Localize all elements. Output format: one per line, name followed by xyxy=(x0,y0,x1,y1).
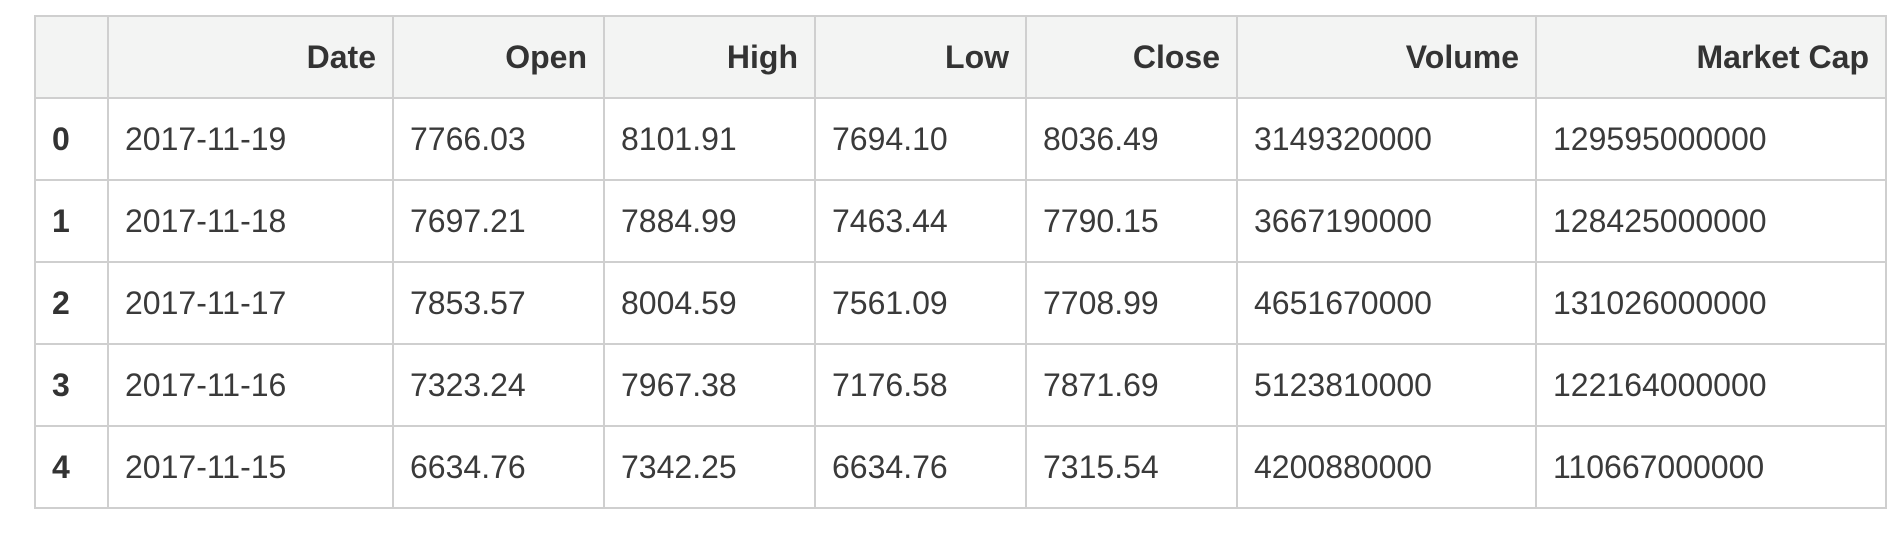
dataframe-table: Date Open High Low Close Volume Market C… xyxy=(34,15,1887,509)
table-row: 2 2017-11-17 7853.57 8004.59 7561.09 770… xyxy=(34,261,1887,345)
cell-volume: 4200880000 xyxy=(1236,425,1537,509)
cell-volume: 3667190000 xyxy=(1236,179,1537,263)
cell-low: 6634.76 xyxy=(814,425,1027,509)
cell-open: 7323.24 xyxy=(392,343,605,427)
cell-volume: 4651670000 xyxy=(1236,261,1537,345)
cell-high: 8004.59 xyxy=(603,261,816,345)
cell-volume: 5123810000 xyxy=(1236,343,1537,427)
cell-close: 7708.99 xyxy=(1025,261,1238,345)
table-row: 4 2017-11-15 6634.76 7342.25 6634.76 731… xyxy=(34,425,1887,509)
cell-high: 8101.91 xyxy=(603,97,816,181)
column-header-low: Low xyxy=(814,15,1027,99)
cell-date: 2017-11-17 xyxy=(107,261,394,345)
cell-low: 7176.58 xyxy=(814,343,1027,427)
cell-market-cap: 128425000000 xyxy=(1535,179,1887,263)
cell-date: 2017-11-15 xyxy=(107,425,394,509)
column-header-volume: Volume xyxy=(1236,15,1537,99)
cell-market-cap: 110667000000 xyxy=(1535,425,1887,509)
cell-open: 6634.76 xyxy=(392,425,605,509)
cell-open: 7766.03 xyxy=(392,97,605,181)
cell-close: 7790.15 xyxy=(1025,179,1238,263)
cell-market-cap: 131026000000 xyxy=(1535,261,1887,345)
cell-market-cap: 122164000000 xyxy=(1535,343,1887,427)
table-row: 1 2017-11-18 7697.21 7884.99 7463.44 779… xyxy=(34,179,1887,263)
cell-close: 7315.54 xyxy=(1025,425,1238,509)
cell-high: 7967.38 xyxy=(603,343,816,427)
cell-low: 7694.10 xyxy=(814,97,1027,181)
row-index: 2 xyxy=(34,261,109,345)
cell-date: 2017-11-19 xyxy=(107,97,394,181)
row-index: 4 xyxy=(34,425,109,509)
cell-open: 7853.57 xyxy=(392,261,605,345)
header-row: Date Open High Low Close Volume Market C… xyxy=(34,15,1887,99)
cell-high: 7342.25 xyxy=(603,425,816,509)
index-header xyxy=(34,15,109,99)
cell-close: 7871.69 xyxy=(1025,343,1238,427)
cell-open: 7697.21 xyxy=(392,179,605,263)
cell-close: 8036.49 xyxy=(1025,97,1238,181)
cell-low: 7561.09 xyxy=(814,261,1027,345)
dataframe-table-container: Date Open High Low Close Volume Market C… xyxy=(34,15,1887,509)
row-index: 0 xyxy=(34,97,109,181)
column-header-open: Open xyxy=(392,15,605,99)
column-header-close: Close xyxy=(1025,15,1238,99)
column-header-high: High xyxy=(603,15,816,99)
cell-volume: 3149320000 xyxy=(1236,97,1537,181)
column-header-market-cap: Market Cap xyxy=(1535,15,1887,99)
row-index: 3 xyxy=(34,343,109,427)
cell-high: 7884.99 xyxy=(603,179,816,263)
cell-market-cap: 129595000000 xyxy=(1535,97,1887,181)
column-header-date: Date xyxy=(107,15,394,99)
table-row: 3 2017-11-16 7323.24 7967.38 7176.58 787… xyxy=(34,343,1887,427)
cell-date: 2017-11-16 xyxy=(107,343,394,427)
table-row: 0 2017-11-19 7766.03 8101.91 7694.10 803… xyxy=(34,97,1887,181)
row-index: 1 xyxy=(34,179,109,263)
cell-date: 2017-11-18 xyxy=(107,179,394,263)
cell-low: 7463.44 xyxy=(814,179,1027,263)
